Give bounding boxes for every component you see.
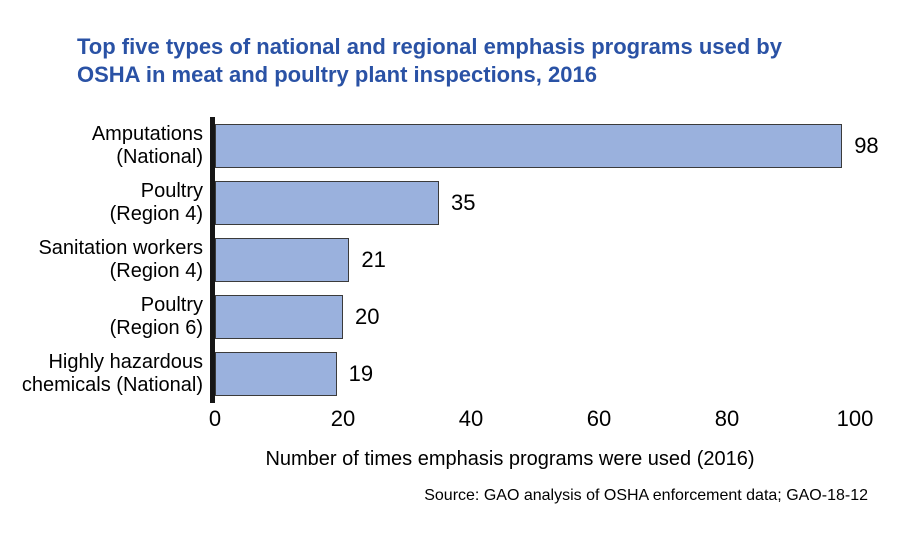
value-label: 35 <box>451 189 476 215</box>
category-label-line1: Poultry <box>140 294 203 317</box>
bar-rows: Amputations (National) 98 Poultry (Regio… <box>0 117 900 403</box>
bar-highly-hazardous-chemicals <box>215 352 337 397</box>
bar-row-amputations-national: Amputations (National) 98 <box>0 117 900 174</box>
bar-row-poultry-region6: Poultry (Region 6) 20 <box>0 289 900 346</box>
x-tick-100: 100 <box>836 406 874 431</box>
category-label-line1: Poultry <box>140 179 203 202</box>
category-label-line1: Amputations <box>91 122 203 145</box>
y-axis-line <box>210 117 215 403</box>
bar-row-poultry-region4: Poultry (Region 4) 35 <box>0 174 900 231</box>
x-tick-60: 60 <box>586 406 612 431</box>
category-label: Poultry (Region 6) <box>0 294 203 340</box>
source-note: Source: GAO analysis of OSHA enforcement… <box>424 487 868 504</box>
bar-row-sanitation-workers-region4: Sanitation workers (Region 4) 21 <box>0 231 900 288</box>
bar-sanitation-workers-region4 <box>215 237 350 282</box>
category-label: Highly hazardous chemicals (National) <box>0 351 203 397</box>
bar-row-highly-hazardous-chemicals: Highly hazardous chemicals (National) 19 <box>0 346 900 403</box>
chart-title-line1: Top five types of national and regional … <box>77 34 782 59</box>
category-label-line2: (Region 4) <box>109 202 203 225</box>
x-axis-ticks: 0 20 40 60 80 100 <box>209 406 873 432</box>
bar-poultry-region4 <box>215 180 439 225</box>
category-label-line2: chemicals (National) <box>21 374 203 397</box>
category-label-line1: Highly hazardous <box>48 351 203 374</box>
x-axis-label: Number of times emphasis programs were u… <box>265 448 755 470</box>
category-label: Amputations (National) <box>0 123 203 169</box>
category-label-line2: (National) <box>116 145 203 168</box>
value-label: 21 <box>361 246 386 272</box>
x-tick-80: 80 <box>714 406 740 431</box>
chart-title: Top five types of national and regional … <box>77 33 857 89</box>
bar-amputations-national <box>215 123 843 168</box>
bar-poultry-region6 <box>215 295 343 340</box>
category-label-line2: (Region 6) <box>109 317 203 340</box>
category-label-line1: Sanitation workers <box>38 236 203 259</box>
value-label: 98 <box>854 132 879 158</box>
value-label: 20 <box>355 304 380 330</box>
x-tick-40: 40 <box>458 406 484 431</box>
category-label: Poultry (Region 4) <box>0 180 203 226</box>
value-label: 19 <box>348 361 374 387</box>
category-label-line2: (Region 4) <box>109 259 203 282</box>
chart-title-line2: OSHA in meat and poultry plant inspectio… <box>77 62 597 87</box>
x-tick-0: 0 <box>208 406 222 431</box>
x-tick-20: 20 <box>330 406 356 431</box>
category-label: Sanitation workers (Region 4) <box>0 237 203 283</box>
